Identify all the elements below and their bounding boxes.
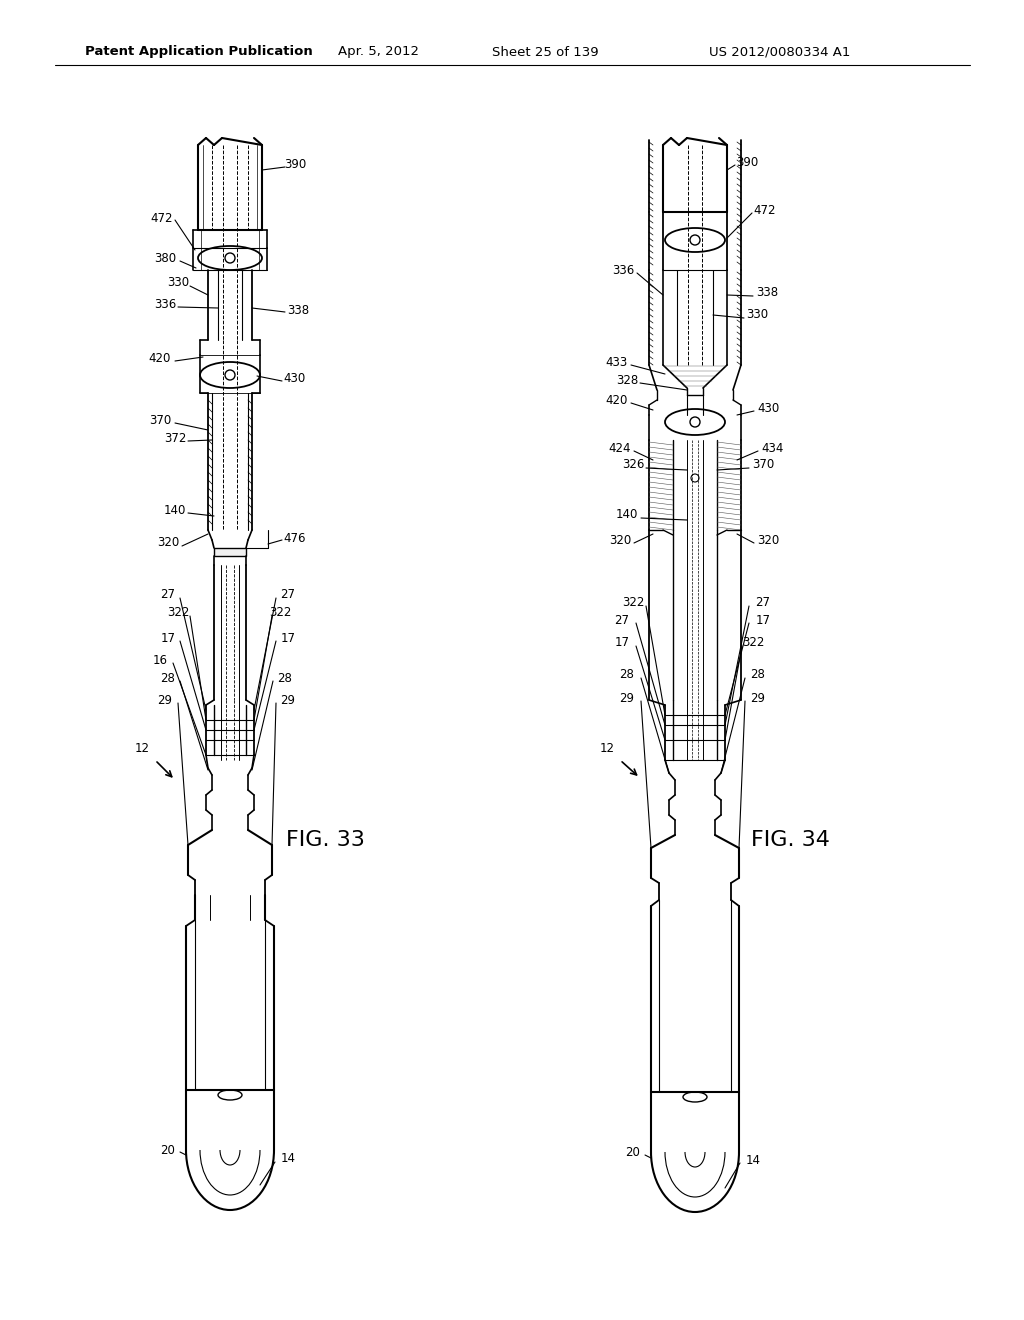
Text: 322: 322 xyxy=(622,597,644,610)
Text: 328: 328 xyxy=(615,374,638,387)
Text: 372: 372 xyxy=(164,432,186,445)
Text: 12: 12 xyxy=(134,742,150,755)
Text: 322: 322 xyxy=(269,606,291,619)
Text: 390: 390 xyxy=(736,156,758,169)
Text: 29: 29 xyxy=(751,692,766,705)
Ellipse shape xyxy=(665,228,725,252)
Text: 27: 27 xyxy=(281,589,296,602)
Text: 338: 338 xyxy=(756,286,778,300)
Text: Sheet 25 of 139: Sheet 25 of 139 xyxy=(492,45,598,58)
Text: 17: 17 xyxy=(614,636,630,649)
Text: 330: 330 xyxy=(167,276,189,289)
Text: 434: 434 xyxy=(762,441,784,454)
Text: 29: 29 xyxy=(620,692,635,705)
Text: 370: 370 xyxy=(752,458,774,471)
Circle shape xyxy=(690,417,700,426)
Bar xyxy=(214,548,246,556)
Circle shape xyxy=(225,253,234,263)
Text: 338: 338 xyxy=(287,304,309,317)
Text: 14: 14 xyxy=(281,1151,296,1164)
Text: 380: 380 xyxy=(154,252,176,264)
Text: 472: 472 xyxy=(151,211,173,224)
Circle shape xyxy=(690,235,700,246)
Text: 320: 320 xyxy=(157,536,179,549)
Text: 326: 326 xyxy=(622,458,644,471)
Text: 28: 28 xyxy=(620,668,635,681)
Text: Apr. 5, 2012: Apr. 5, 2012 xyxy=(338,45,419,58)
Text: 472: 472 xyxy=(754,203,776,216)
Text: 320: 320 xyxy=(757,533,779,546)
Text: 320: 320 xyxy=(609,533,631,546)
Text: 370: 370 xyxy=(148,413,171,426)
Text: 14: 14 xyxy=(745,1154,761,1167)
Text: FIG. 33: FIG. 33 xyxy=(286,830,365,850)
Text: 27: 27 xyxy=(161,589,175,602)
Text: 420: 420 xyxy=(148,351,171,364)
Text: 424: 424 xyxy=(608,441,631,454)
Text: 430: 430 xyxy=(757,401,779,414)
Text: 28: 28 xyxy=(751,668,765,681)
Text: 29: 29 xyxy=(281,693,296,706)
Text: 20: 20 xyxy=(161,1143,175,1156)
Text: 16: 16 xyxy=(153,653,168,667)
Text: 17: 17 xyxy=(756,614,770,627)
Circle shape xyxy=(225,370,234,380)
Text: 420: 420 xyxy=(606,393,628,407)
Text: 430: 430 xyxy=(284,371,306,384)
Text: 17: 17 xyxy=(161,631,175,644)
Text: 140: 140 xyxy=(164,503,186,516)
Text: 28: 28 xyxy=(161,672,175,685)
Text: FIG. 34: FIG. 34 xyxy=(751,830,829,850)
Text: US 2012/0080334 A1: US 2012/0080334 A1 xyxy=(710,45,851,58)
Text: Patent Application Publication: Patent Application Publication xyxy=(85,45,312,58)
Text: 433: 433 xyxy=(606,355,628,368)
Ellipse shape xyxy=(683,1092,707,1102)
Text: 336: 336 xyxy=(154,298,176,312)
Ellipse shape xyxy=(198,246,262,271)
Text: 17: 17 xyxy=(281,631,296,644)
Text: 27: 27 xyxy=(614,614,630,627)
Text: 12: 12 xyxy=(599,742,614,755)
Text: 390: 390 xyxy=(284,158,306,172)
Text: 140: 140 xyxy=(615,508,638,521)
Text: 27: 27 xyxy=(756,597,770,610)
Text: 322: 322 xyxy=(741,636,764,649)
Ellipse shape xyxy=(665,409,725,436)
Text: 29: 29 xyxy=(158,693,172,706)
Text: 20: 20 xyxy=(626,1146,640,1159)
Text: 476: 476 xyxy=(284,532,306,544)
Ellipse shape xyxy=(218,1090,242,1100)
Ellipse shape xyxy=(200,362,260,388)
Text: 330: 330 xyxy=(745,309,768,322)
Text: 28: 28 xyxy=(278,672,293,685)
Circle shape xyxy=(691,474,699,482)
Text: 336: 336 xyxy=(612,264,634,276)
Text: 322: 322 xyxy=(167,606,189,619)
